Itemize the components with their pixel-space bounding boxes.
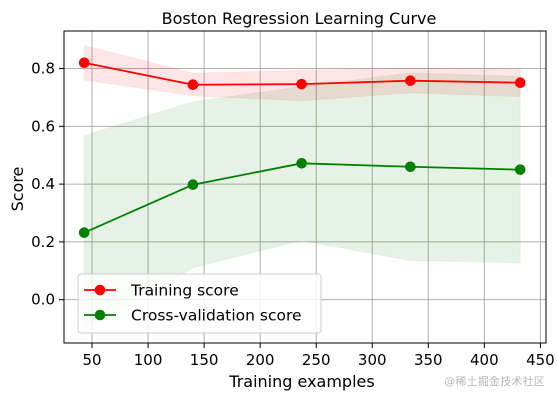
cross-validation-score-point-3 — [296, 158, 307, 169]
x-tick-label-350: 350 — [414, 351, 443, 369]
y-tick-label-0-8: 0.8 — [31, 60, 55, 78]
cross-validation-score-point-2 — [187, 179, 199, 190]
x-tick-label-50: 50 — [82, 351, 101, 369]
training-score-point-1 — [78, 57, 90, 69]
watermark-text: @稀土掘金技术社区 — [444, 375, 545, 388]
y-tick-label-0-2: 0.2 — [31, 233, 55, 251]
training-score-point-4 — [405, 75, 416, 86]
training-score-point-5 — [514, 77, 526, 89]
cross-validation-score-point-5 — [514, 164, 526, 175]
y-axis-label: Score — [8, 167, 27, 212]
chart-title: Boston Regression Learning Curve — [162, 9, 437, 28]
axis-label-layer: Training examples Score — [8, 167, 375, 391]
cross-validation-score-point-1 — [78, 227, 90, 238]
x-tick-label-100: 100 — [134, 351, 163, 369]
x-tick-label-300: 300 — [358, 351, 387, 369]
x-axis-label: Training examples — [228, 372, 374, 391]
y-tick-label-0-4: 0.4 — [31, 175, 55, 193]
legend-box — [77, 273, 322, 334]
legend-training-score-label: Training score — [130, 282, 239, 300]
x-tick-label-200: 200 — [246, 351, 275, 369]
y-tick-label-0-6: 0.6 — [31, 117, 55, 135]
x-tick-label-150: 150 — [190, 351, 219, 369]
x-tick-label-400: 400 — [470, 351, 499, 369]
tick-layer: 50 100 150 200 250 300 350 400 450 0.0 0.2 0.4 0.6 0.… — [31, 60, 555, 369]
series-layer — [78, 57, 526, 238]
legend-cross-validation-score-label: Cross-validation score — [131, 307, 302, 325]
cross-validation-score-point-4 — [405, 161, 416, 173]
y-tick-label-0: 0.0 — [31, 291, 55, 309]
legend-training-score-marker — [94, 284, 106, 296]
legend-layer: Training score Cross-validation score — [77, 273, 322, 334]
x-tick-label-250: 250 — [302, 351, 331, 369]
legend-cross-validation-score-marker — [94, 309, 106, 321]
x-tick-label-450: 450 — [526, 351, 555, 369]
training-score-point-2 — [187, 79, 199, 91]
plot-frame — [63, 30, 547, 344]
training-score-point-3 — [296, 78, 307, 90]
